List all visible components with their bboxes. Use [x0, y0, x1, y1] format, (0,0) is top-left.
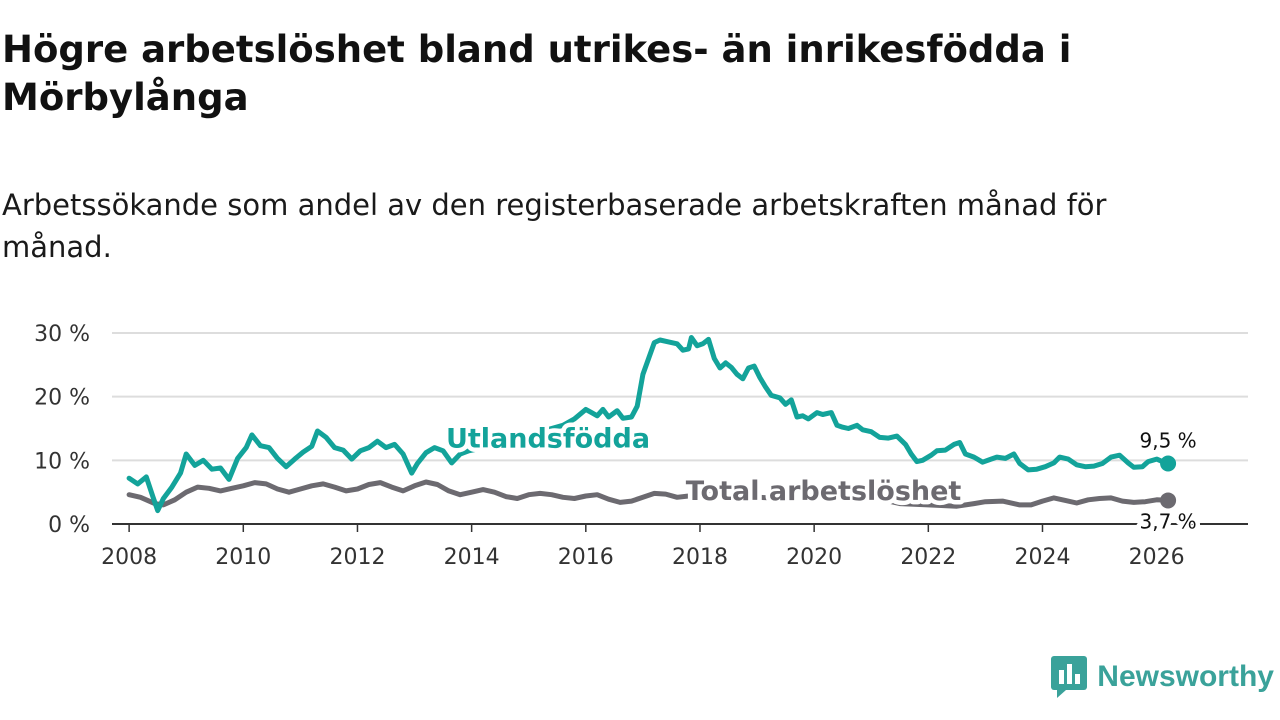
end-label-total-halo: 3,7 %	[1139, 509, 1196, 533]
end-label-total-text: 3,7 %	[1139, 509, 1196, 533]
y-tick-label: 0 %	[48, 513, 90, 538]
series-line-utlandsfodda	[126, 335, 1171, 514]
series-label-total-halo: Total arbetslöshet	[686, 476, 962, 507]
series-lines	[126, 335, 1177, 514]
brand-name: Newsworthy	[1097, 660, 1274, 693]
end-label-total: 3,7 %3,7 %	[1135, 505, 1201, 538]
gridlines	[112, 332, 1248, 462]
series-label-total-text: Total arbetslöshet	[686, 476, 962, 507]
x-tick-label: 2012	[329, 545, 385, 570]
x-tick-label: 2014	[444, 545, 500, 570]
x-tick-label: 2010	[215, 545, 271, 570]
x-tick-label: 2020	[786, 545, 842, 570]
series-label-utlandsfodda-halo: Utlandsfödda	[446, 424, 650, 455]
end-label-utlandsfodda: 9,5 %9,5 %	[1135, 424, 1201, 457]
chart-title: Högre arbetslöshet bland utrikes- än inr…	[2, 28, 1072, 119]
series-end-point	[1160, 492, 1177, 509]
x-tick-label: 2018	[672, 545, 728, 570]
x-tick-label: 2008	[101, 545, 157, 570]
x-tick-label: 2016	[558, 545, 614, 570]
bar-chart-speech-bubble-icon	[1051, 656, 1088, 698]
y-tick-label: 20 %	[34, 386, 90, 411]
x-tick-label: 2024	[1014, 545, 1070, 570]
y-axis-ticks: 0 % 10 % 20 % 30 %	[34, 322, 90, 538]
end-label-utlandsfodda-halo: 9,5 %	[1139, 429, 1196, 453]
x-tick-label: 2026	[1129, 545, 1185, 570]
y-tick-label: 10 %	[34, 449, 90, 474]
series-line-total	[126, 479, 1171, 509]
series-end-point	[1160, 455, 1177, 472]
y-tick-label: 30 %	[34, 322, 90, 347]
brand-logo: Newsworthy	[1051, 656, 1274, 698]
chart-subtitle: Arbetssökande som andel av den registerb…	[2, 188, 1107, 264]
x-axis: 2008 2010 2012 2014 2016 2018 2020 2022 2024 2026	[101, 523, 1248, 570]
end-label-utlandsfodda-text: 9,5 %	[1139, 429, 1196, 453]
x-tick-label: 2022	[900, 545, 956, 570]
series-label-utlandsfodda-text: Utlandsfödda	[446, 424, 650, 455]
